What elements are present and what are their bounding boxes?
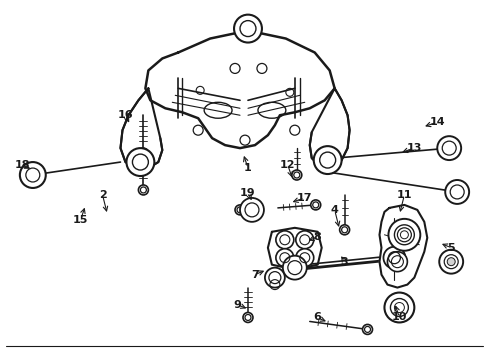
Circle shape	[243, 312, 252, 323]
Circle shape	[295, 249, 313, 267]
Circle shape	[282, 256, 306, 280]
Circle shape	[397, 228, 410, 242]
Text: 12: 12	[280, 160, 295, 170]
Text: 15: 15	[73, 215, 88, 225]
Circle shape	[291, 170, 301, 180]
Text: 3: 3	[340, 257, 348, 267]
Text: 18: 18	[15, 160, 31, 170]
Circle shape	[295, 231, 313, 249]
Text: 5: 5	[447, 243, 454, 253]
Polygon shape	[120, 88, 162, 168]
Circle shape	[235, 205, 244, 215]
Circle shape	[126, 148, 154, 176]
Text: 8: 8	[313, 232, 321, 242]
Text: 1: 1	[244, 163, 251, 173]
Text: 10: 10	[391, 312, 406, 323]
Circle shape	[339, 225, 349, 235]
Circle shape	[436, 136, 460, 160]
Circle shape	[444, 180, 468, 204]
Text: 17: 17	[296, 193, 312, 203]
Circle shape	[386, 252, 407, 272]
Text: 7: 7	[250, 270, 258, 280]
Circle shape	[275, 231, 293, 249]
Circle shape	[313, 146, 341, 174]
Circle shape	[383, 247, 405, 269]
Circle shape	[438, 250, 462, 274]
Circle shape	[264, 268, 285, 288]
Polygon shape	[309, 88, 349, 166]
Circle shape	[234, 15, 262, 42]
Circle shape	[275, 249, 293, 267]
Polygon shape	[379, 205, 427, 288]
Text: 14: 14	[428, 117, 444, 127]
Text: 9: 9	[233, 300, 241, 310]
Circle shape	[362, 324, 372, 334]
Circle shape	[240, 198, 264, 222]
Text: 2: 2	[99, 190, 106, 200]
Circle shape	[20, 162, 46, 188]
Circle shape	[384, 293, 413, 323]
Circle shape	[138, 185, 148, 195]
Polygon shape	[145, 31, 334, 148]
Text: 4: 4	[330, 205, 338, 215]
Text: 16: 16	[118, 110, 133, 120]
Circle shape	[310, 200, 320, 210]
Text: 6: 6	[312, 312, 320, 323]
Circle shape	[447, 258, 454, 266]
Text: 13: 13	[406, 143, 421, 153]
Circle shape	[387, 219, 420, 251]
Text: 11: 11	[396, 190, 411, 200]
Circle shape	[138, 148, 148, 158]
Text: 19: 19	[240, 188, 255, 198]
Polygon shape	[267, 228, 321, 270]
